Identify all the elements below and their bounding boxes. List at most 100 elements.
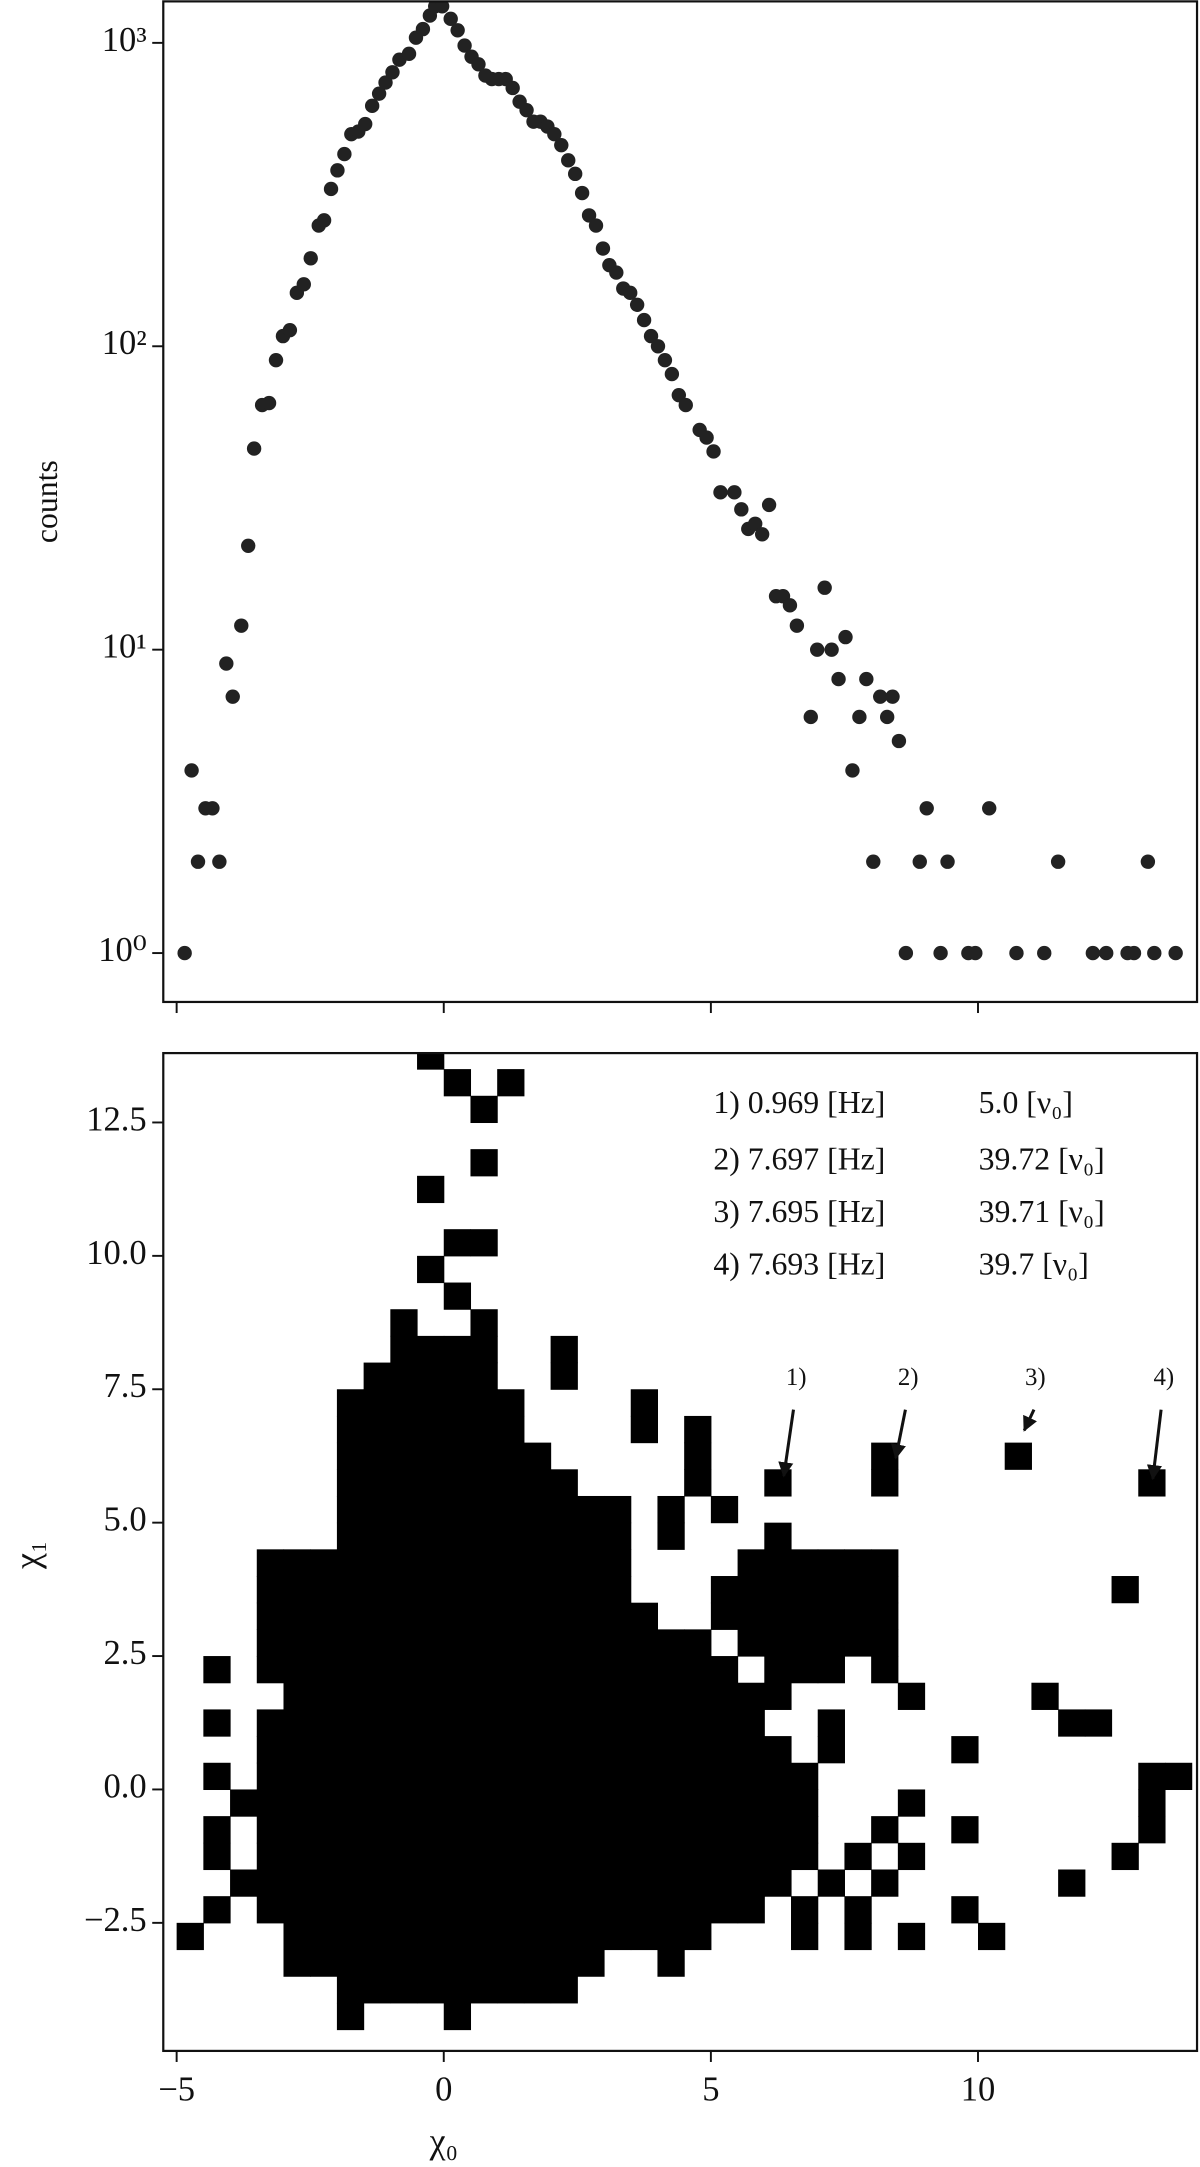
bin-cell bbox=[737, 1789, 765, 1817]
bin-cell bbox=[550, 1469, 578, 1497]
bin-cell bbox=[764, 1682, 792, 1710]
bin-cell bbox=[657, 1682, 685, 1710]
bin-cell bbox=[283, 1656, 311, 1684]
point bbox=[561, 153, 576, 168]
bin-cell bbox=[523, 1762, 552, 1791]
bin-cell bbox=[710, 1762, 739, 1791]
bin-cell bbox=[443, 1362, 472, 1390]
point bbox=[845, 763, 860, 778]
annotation-text: 39.71 [ν₀] bbox=[979, 1194, 1105, 1229]
bin-cell bbox=[497, 1469, 525, 1497]
point bbox=[982, 801, 997, 816]
point bbox=[678, 397, 693, 413]
bin-cell bbox=[256, 1629, 285, 1657]
bin-cell bbox=[256, 1816, 285, 1844]
bin-cell bbox=[390, 1469, 418, 1497]
bin-cell bbox=[710, 1709, 739, 1737]
bin-cell bbox=[443, 1069, 472, 1097]
bin-cell bbox=[390, 1842, 418, 1871]
point bbox=[401, 46, 417, 62]
bin-cell bbox=[871, 1629, 899, 1657]
bin-cell bbox=[550, 1736, 578, 1764]
bin-cell bbox=[390, 1362, 418, 1390]
x-tick-label: 0 bbox=[435, 2070, 452, 2108]
bin-cell bbox=[577, 1816, 605, 1844]
bin-cell bbox=[283, 1869, 311, 1897]
point bbox=[1099, 945, 1114, 961]
bin-cell bbox=[470, 1762, 498, 1791]
bin-cell bbox=[737, 1842, 765, 1871]
bin-cell bbox=[1138, 1762, 1166, 1791]
bin-cell bbox=[871, 1869, 899, 1897]
bin-cell bbox=[203, 1816, 231, 1844]
bin-cell bbox=[550, 1682, 578, 1710]
bin-cell bbox=[871, 1656, 899, 1684]
bin-cell bbox=[497, 1656, 525, 1684]
bin-cell bbox=[577, 1629, 605, 1657]
bin-cell bbox=[363, 1949, 391, 1977]
bin-cell bbox=[630, 1842, 659, 1871]
bin-cell bbox=[390, 1522, 418, 1550]
bin-cell bbox=[550, 1576, 578, 1604]
bin-cell bbox=[310, 1682, 338, 1710]
bin-cell bbox=[791, 1789, 819, 1817]
bin-cell bbox=[897, 1842, 926, 1871]
point bbox=[664, 366, 680, 382]
point bbox=[519, 102, 534, 118]
bin-cell bbox=[336, 1922, 365, 1951]
point bbox=[547, 127, 562, 142]
bin-cell bbox=[470, 1922, 498, 1951]
bin-cell bbox=[443, 1602, 472, 1630]
bin-cell bbox=[1084, 1709, 1113, 1737]
bin-cell bbox=[871, 1442, 899, 1470]
bin-cell bbox=[336, 1469, 365, 1497]
bin-cell bbox=[417, 1549, 445, 1577]
bin-cell bbox=[550, 1816, 578, 1844]
point bbox=[595, 241, 611, 256]
bin-cell bbox=[336, 1842, 365, 1871]
bin-cell bbox=[630, 1789, 659, 1817]
bin-cell bbox=[710, 1736, 739, 1764]
bin-cell bbox=[630, 1762, 659, 1791]
bin-cell bbox=[417, 1053, 445, 1070]
bin-cell bbox=[497, 1976, 525, 2004]
bin-cell bbox=[443, 2002, 472, 2031]
point bbox=[234, 618, 249, 633]
bin-cell bbox=[443, 1922, 472, 1951]
bin-cell bbox=[684, 1656, 712, 1684]
point bbox=[650, 339, 666, 354]
bin-cell bbox=[470, 1656, 498, 1684]
bin-cell bbox=[310, 1922, 338, 1951]
bin-cell bbox=[871, 1469, 899, 1497]
bin-cell bbox=[310, 1762, 338, 1791]
bin-cell bbox=[550, 1549, 578, 1577]
bin-cell bbox=[577, 1495, 605, 1524]
bin-cell bbox=[1058, 1869, 1086, 1897]
bin-cell bbox=[1138, 1789, 1166, 1817]
bin-cell bbox=[523, 1656, 552, 1684]
bin-cell bbox=[817, 1709, 845, 1737]
point bbox=[296, 277, 311, 292]
bin-cell bbox=[523, 1602, 552, 1630]
bin-cell bbox=[550, 1709, 578, 1737]
point bbox=[364, 98, 380, 114]
bin-cell bbox=[844, 1896, 872, 1924]
bin-cell bbox=[283, 1842, 311, 1871]
bin-cell bbox=[684, 1842, 712, 1871]
bin-cell bbox=[336, 1576, 365, 1604]
bin-cell bbox=[203, 1762, 231, 1791]
bin-cell bbox=[470, 1362, 498, 1390]
bin-cell bbox=[417, 1469, 445, 1497]
bin-cell bbox=[684, 1896, 712, 1924]
bin-cell bbox=[363, 1362, 391, 1390]
bin-cell bbox=[470, 1842, 498, 1871]
bin-cell bbox=[470, 1495, 498, 1524]
bin-cell bbox=[390, 1656, 418, 1684]
annotation-text: 3) 7.695 [Hz] bbox=[713, 1194, 885, 1229]
bin-cell bbox=[283, 1549, 311, 1577]
y-tick-label: 10² bbox=[102, 324, 147, 362]
bin-cell bbox=[657, 1629, 685, 1657]
bin-cell bbox=[390, 1629, 418, 1657]
bin-cell bbox=[844, 1549, 872, 1577]
bin-cell bbox=[203, 1709, 231, 1737]
